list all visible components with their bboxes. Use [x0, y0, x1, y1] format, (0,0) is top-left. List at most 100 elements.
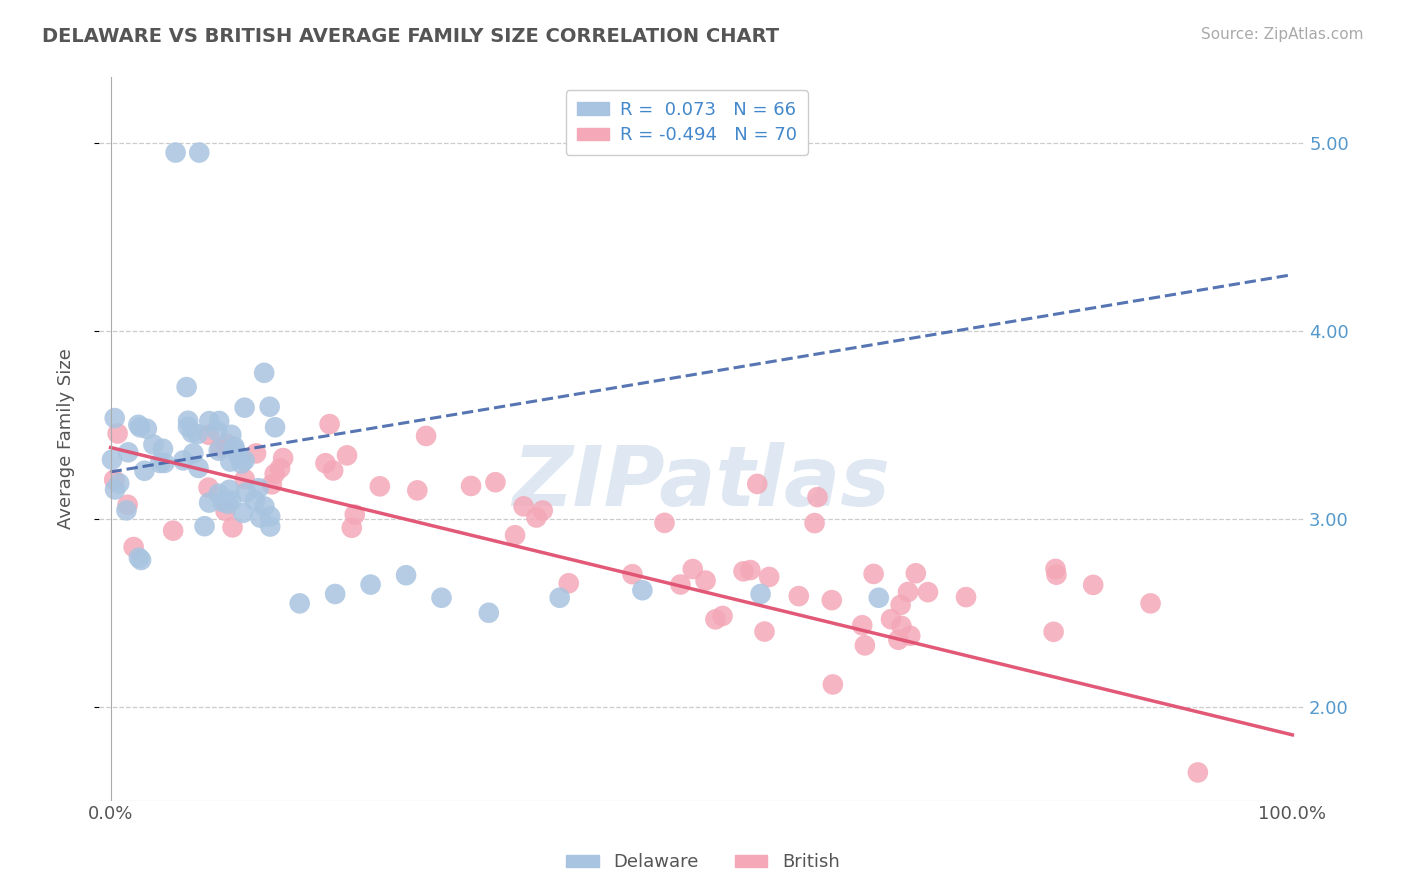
Point	[142, 437, 165, 451]
Point	[233, 453, 256, 467]
Point	[695, 574, 717, 588]
Point	[188, 145, 211, 160]
Point	[134, 464, 156, 478]
Point	[631, 583, 654, 598]
Point	[215, 436, 238, 450]
Point	[183, 446, 205, 460]
Point	[177, 414, 200, 428]
Point	[235, 485, 257, 500]
Point	[107, 426, 129, 441]
Point	[197, 481, 219, 495]
Point	[1187, 765, 1209, 780]
Point	[1045, 567, 1067, 582]
Point	[821, 593, 844, 607]
Point	[862, 566, 884, 581]
Point	[1081, 578, 1104, 592]
Point	[323, 587, 346, 601]
Point	[152, 442, 174, 456]
Point	[682, 562, 704, 576]
Point	[917, 585, 939, 599]
Point	[217, 497, 239, 511]
Point	[226, 448, 249, 462]
Legend: R =  0.073   N = 66, R = -0.494   N = 70: R = 0.073 N = 66, R = -0.494 N = 70	[565, 90, 808, 155]
Point	[187, 427, 209, 442]
Point	[904, 566, 927, 581]
Point	[430, 591, 453, 605]
Point	[245, 446, 267, 460]
Point	[197, 428, 219, 442]
Point	[821, 677, 844, 691]
Point	[318, 417, 340, 431]
Point	[787, 589, 810, 603]
Point	[880, 612, 903, 626]
Text: Source: ZipAtlas.com: Source: ZipAtlas.com	[1201, 27, 1364, 42]
Point	[271, 451, 294, 466]
Point	[153, 456, 176, 470]
Point	[868, 591, 890, 605]
Point	[898, 629, 921, 643]
Point	[503, 528, 526, 542]
Point	[221, 427, 243, 442]
Point	[259, 509, 281, 524]
Point	[209, 441, 232, 455]
Point	[1045, 562, 1067, 576]
Point	[654, 516, 676, 530]
Point	[198, 495, 221, 509]
Point	[149, 456, 172, 470]
Point	[208, 443, 231, 458]
Point	[336, 449, 359, 463]
Point	[249, 510, 271, 524]
Point	[558, 576, 581, 591]
Point	[264, 420, 287, 434]
Point	[218, 483, 240, 497]
Point	[104, 483, 127, 497]
Point	[128, 550, 150, 565]
Point	[803, 516, 825, 530]
Point	[129, 420, 152, 434]
Point	[288, 596, 311, 610]
Point	[478, 606, 501, 620]
Point	[208, 486, 231, 500]
Point	[127, 417, 149, 432]
Point	[890, 619, 912, 633]
Point	[129, 553, 152, 567]
Point	[314, 456, 336, 470]
Point	[897, 585, 920, 599]
Point	[181, 425, 204, 440]
Point	[368, 479, 391, 493]
Point	[955, 590, 977, 604]
Point	[704, 612, 727, 626]
Point	[395, 568, 418, 582]
Point	[232, 506, 254, 520]
Point	[104, 411, 127, 425]
Point	[198, 414, 221, 428]
Point	[115, 503, 138, 517]
Point	[253, 500, 276, 514]
Point	[524, 510, 547, 524]
Point	[208, 414, 231, 428]
Point	[263, 467, 285, 481]
Point	[754, 624, 776, 639]
Point	[233, 472, 256, 486]
Point	[1042, 624, 1064, 639]
Point	[548, 591, 571, 605]
Point	[122, 540, 145, 554]
Point	[214, 504, 236, 518]
Point	[259, 519, 281, 533]
Point	[253, 366, 276, 380]
Point	[117, 498, 139, 512]
Point	[117, 445, 139, 459]
Point	[269, 461, 291, 475]
Point	[733, 564, 755, 578]
Point	[415, 429, 437, 443]
Point	[243, 493, 266, 508]
Point	[219, 454, 242, 468]
Point	[484, 475, 506, 490]
Point	[219, 493, 242, 508]
Point	[135, 422, 157, 436]
Point	[711, 609, 734, 624]
Point	[103, 473, 125, 487]
Point	[322, 463, 344, 477]
Point	[224, 440, 246, 454]
Point	[1139, 596, 1161, 610]
